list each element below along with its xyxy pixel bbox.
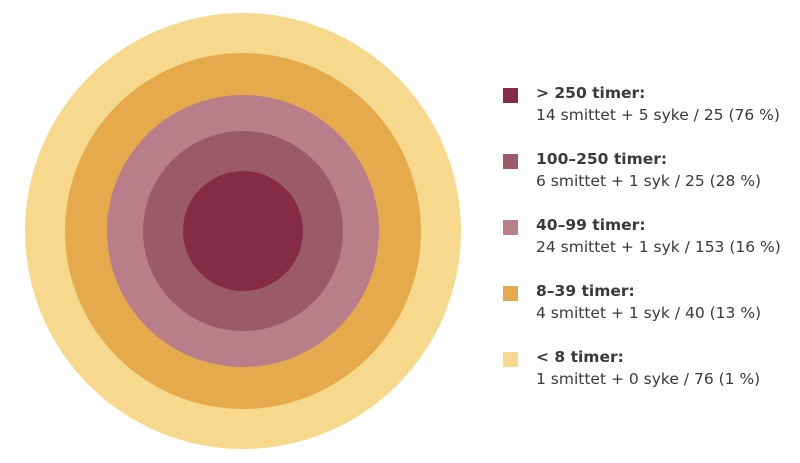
legend-swatch [503, 154, 518, 169]
legend: > 250 timer: 14 smittet + 5 syke / 25 (7… [503, 84, 793, 416]
legend-title: 40–99 timer: [536, 216, 646, 234]
legend-detail: 14 smittet + 5 syke / 25 (76 %) [536, 106, 780, 124]
legend-swatch [503, 88, 518, 103]
legend-title: > 250 timer: [536, 84, 646, 102]
legend-item-under-8-hours: < 8 timer: 1 smittet + 0 syke / 76 (1 %) [503, 348, 793, 416]
legend-detail: 1 smittet + 0 syke / 76 (1 %) [536, 370, 761, 388]
legend-detail: 6 smittet + 1 syk / 25 (28 %) [536, 172, 762, 190]
legend-title: 8–39 timer: [536, 282, 635, 300]
legend-detail: 24 smittet + 1 syk / 153 (16 %) [536, 238, 781, 256]
legend-detail: 4 smittet + 1 syk / 40 (13 %) [536, 304, 762, 322]
legend-swatch [503, 352, 518, 367]
legend-item-8-39-hours: 8–39 timer: 4 smittet + 1 syk / 40 (13 %… [503, 282, 793, 350]
concentric-circle-diagram [25, 13, 461, 449]
legend-swatch [503, 286, 518, 301]
legend-title: < 8 timer: [536, 348, 624, 366]
legend-title: 100–250 timer: [536, 150, 668, 168]
ring-over-250-hours [183, 171, 303, 291]
legend-item-over-250-hours: > 250 timer: 14 smittet + 5 syke / 25 (7… [503, 84, 793, 152]
legend-item-40-99-hours: 40–99 timer: 24 smittet + 1 syk / 153 (1… [503, 216, 793, 284]
legend-swatch [503, 220, 518, 235]
legend-item-100-250-hours: 100–250 timer: 6 smittet + 1 syk / 25 (2… [503, 150, 793, 218]
